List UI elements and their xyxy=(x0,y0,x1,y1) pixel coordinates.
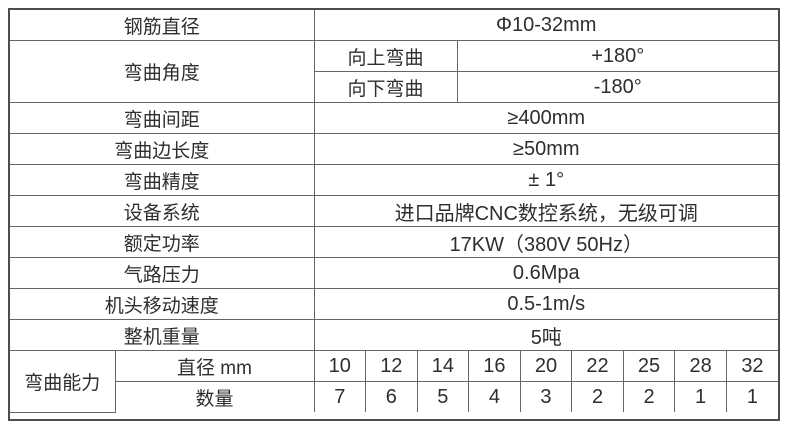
capacity-diameter-cell: 14 xyxy=(416,351,470,382)
table-row: 向下弯曲 -180° xyxy=(10,71,778,103)
spec-value-air-pressure: 0.6Mpa xyxy=(313,257,778,289)
capacity-quantity-cell: 1 xyxy=(674,381,727,412)
spec-label-rebar-diameter: 钢筋直径 xyxy=(10,10,315,41)
bending-capacity-table: 弯曲能力 直径 mm 10 12 14 16 20 22 25 28 32 数量… xyxy=(10,351,778,413)
spec-table: 钢筋直径 Φ10-32mm 弯曲角度 向上弯曲 +180° 向下弯曲 -180°… xyxy=(8,8,780,421)
table-row: 弯曲间距 ≥400mm xyxy=(10,102,778,134)
capacity-quantity-cell: 2 xyxy=(622,381,676,412)
spec-value-bending-precision: ± 1° xyxy=(313,164,778,196)
spec-value-bend-down: -180° xyxy=(456,71,778,103)
spec-label-rated-power: 额定功率 xyxy=(10,226,315,258)
spec-label-air-pressure: 气路压力 xyxy=(10,257,315,289)
table-row: 钢筋直径 Φ10-32mm xyxy=(10,10,778,41)
spec-value-bend-up: +180° xyxy=(456,40,778,72)
capacity-quantity-cell: 7 xyxy=(313,381,367,412)
spec-value-bending-spacing: ≥400mm xyxy=(313,102,778,134)
table-row: 弯曲角度 向上弯曲 +180° xyxy=(10,40,778,103)
capacity-diameter-cell: 32 xyxy=(725,351,778,382)
capacity-quantity-cell: 5 xyxy=(416,381,470,412)
spec-label-bending-spacing: 弯曲间距 xyxy=(10,102,315,134)
table-row: 整机重量 5吨 xyxy=(10,319,778,351)
spec-sublabel-bend-up: 向上弯曲 xyxy=(313,40,458,72)
spec-value-rated-power: 17KW（380V 50Hz） xyxy=(313,226,778,258)
table-row: 数量 7 6 5 4 3 2 2 1 1 xyxy=(10,381,778,412)
spec-value-head-speed: 0.5-1m/s xyxy=(313,288,778,320)
capacity-quantity-cell: 3 xyxy=(519,381,573,412)
spec-label-bending-angle: 弯曲角度 xyxy=(10,40,315,103)
table-row: 弯曲能力 直径 mm 10 12 14 16 20 22 25 28 32 xyxy=(10,351,778,413)
spec-label-machine-weight: 整机重量 xyxy=(10,319,315,351)
capacity-quantity-header: 数量 xyxy=(115,381,315,412)
spec-main-table: 钢筋直径 Φ10-32mm 弯曲角度 向上弯曲 +180° 向下弯曲 -180°… xyxy=(10,10,778,351)
spec-sublabel-bend-down: 向下弯曲 xyxy=(314,71,458,103)
spec-label-head-speed: 机头移动速度 xyxy=(10,288,315,320)
table-row: 弯曲精度 ± 1° xyxy=(10,164,778,196)
capacity-diameter-cell: 22 xyxy=(571,351,624,382)
capacity-label: 弯曲能力 xyxy=(10,351,116,413)
table-row: 弯曲边长度 ≥50mm xyxy=(10,133,778,165)
table-row: 设备系统 进口品牌CNC数控系统，无级可调 xyxy=(10,195,778,227)
capacity-diameter-cell: 28 xyxy=(674,351,727,382)
capacity-diameter-cell: 25 xyxy=(622,351,676,382)
capacity-diameter-cell: 12 xyxy=(365,351,418,382)
spec-value-rebar-diameter: Φ10-32mm xyxy=(313,10,778,41)
capacity-quantity-cell: 4 xyxy=(468,381,521,412)
capacity-diameter-cell: 10 xyxy=(313,351,367,382)
capacity-quantity-cell: 2 xyxy=(571,381,624,412)
spec-label-control-system: 设备系统 xyxy=(10,195,315,227)
spec-value-machine-weight: 5吨 xyxy=(313,319,778,351)
table-row: 气路压力 0.6Mpa xyxy=(10,257,778,289)
spec-label-bending-precision: 弯曲精度 xyxy=(10,164,315,196)
capacity-quantity-cell: 1 xyxy=(725,381,778,412)
spec-value-bending-side-length: ≥50mm xyxy=(313,133,778,165)
spec-value-control-system: 进口品牌CNC数控系统，无级可调 xyxy=(313,195,778,227)
capacity-diameter-header: 直径 mm xyxy=(114,351,315,382)
capacity-diameter-cell: 20 xyxy=(519,351,573,382)
table-row: 机头移动速度 0.5-1m/s xyxy=(10,288,778,320)
table-row: 额定功率 17KW（380V 50Hz） xyxy=(10,226,778,258)
capacity-diameter-cell: 16 xyxy=(468,351,521,382)
capacity-quantity-cell: 6 xyxy=(365,381,418,412)
spec-label-bending-side-length: 弯曲边长度 xyxy=(10,133,315,165)
